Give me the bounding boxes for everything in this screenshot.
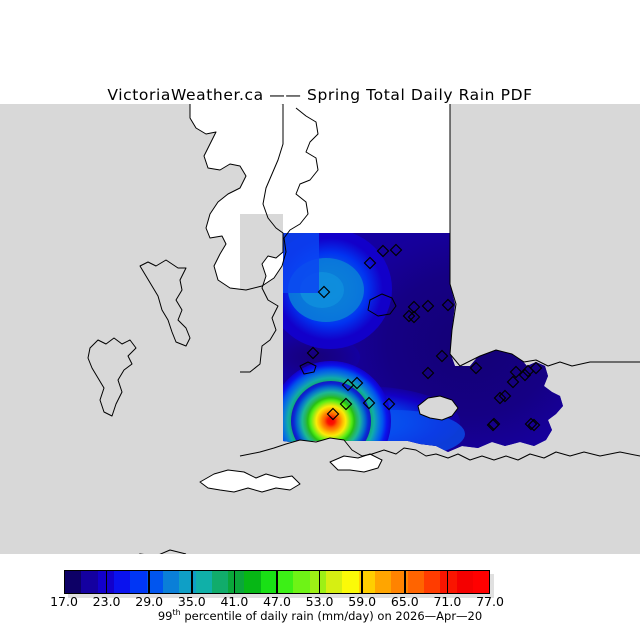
station-marker-diamond[interactable] [326,407,340,421]
colorbar-swatch [358,571,375,593]
colorbar-swatch [81,571,98,593]
station-marker-diamond[interactable] [382,397,396,411]
colorbar-tick-labels: 17.0 23.0 29.0 35.0 41.0 47.0 53.0 59.0 65.0 71.0… [50,594,504,610]
station-marker-diamond[interactable] [339,397,353,411]
station-marker-diamond[interactable] [317,285,331,299]
station-marker-diamond[interactable] [509,365,523,379]
colorbar-swatch [293,571,310,593]
station-marker-diamond[interactable] [529,361,543,375]
colorbar-swatch [211,571,229,593]
colorbar-tick-label: 53.0 [305,594,334,609]
station-markers-layer[interactable] [306,243,543,432]
station-marker-diamond[interactable] [524,417,538,431]
station-marker-diamond[interactable] [421,299,435,313]
colorbar-swatch [195,571,212,593]
colorbar-swatch [472,571,490,593]
colorbar-swatch [326,571,343,593]
land-overlay [240,214,640,554]
station-marker-diamond[interactable] [407,310,421,324]
colorbar-swatch [97,571,114,593]
station-marker-diamond[interactable] [518,368,532,382]
colorbar-swatch [423,571,441,593]
colorbar-swatch [130,571,147,593]
colorbar-swatch [260,571,278,593]
colorbar-swatch [456,571,473,593]
caption-prefix: 99 [157,608,173,623]
colorbar-swatch [179,571,196,593]
map-canvas[interactable] [0,104,640,554]
colorbar-swatch [113,571,131,593]
station-marker-diamond[interactable] [469,361,483,375]
colorbar-caption: 99th percentile of daily rain (mm/day) o… [0,608,640,623]
colorbar-panel: 17.0 23.0 29.0 35.0 41.0 47.0 53.0 59.0 65.0 71.0… [0,560,640,640]
station-marker-diamond[interactable] [407,300,421,314]
station-marker-diamond[interactable] [441,298,455,312]
colorbar-swatch [65,571,82,593]
colorbar-tick-label: 71.0 [433,594,462,609]
page-title: VictoriaWeather.ca —— Spring Total Daily… [107,86,533,104]
caption-suffix: percentile of daily rain (mm/day) on 202… [180,608,483,623]
station-marker-diamond[interactable] [376,244,390,258]
station-marker-diamond[interactable] [362,396,376,410]
colorbar-swatch [391,571,408,593]
colorbar-swatch [146,571,163,593]
colorbar-swatch [228,571,245,593]
station-marker-diamond[interactable] [421,366,435,380]
station-marker-diamond[interactable] [389,243,403,257]
colorbar-tick-label: 65.0 [390,594,419,609]
colorbar-swatch [244,571,261,593]
station-marker-diamond[interactable] [363,256,377,270]
colorbar-swatch [162,571,180,593]
colorbar-tick-label: 47.0 [263,594,291,609]
inland-water-layer [200,454,382,492]
colorbar-tick-label: 23.0 [92,594,121,609]
colorbar[interactable] [64,570,490,594]
colorbar-tick-label: 35.0 [177,594,206,609]
colorbar-tick-label: 17.0 [50,594,78,609]
station-marker-diamond[interactable] [498,389,512,403]
colorbar-swatch [440,571,457,593]
colorbar-swatch [407,571,424,593]
station-marker-diamond[interactable] [350,376,364,390]
station-marker-diamond[interactable] [402,309,416,323]
station-marker-diamond[interactable] [506,375,520,389]
colorbar-swatch [309,571,326,593]
map-panel[interactable] [0,104,640,554]
station-marker-diamond[interactable] [306,346,320,360]
colorbar-swatch [277,571,294,593]
caption-superscript: th [172,608,181,617]
colorbar-tick-label: 41.0 [220,594,249,609]
station-marker-diamond[interactable] [521,364,535,378]
station-marker-diamond[interactable] [493,391,507,405]
colorbar-tick-label: 59.0 [348,594,377,609]
station-marker-diamond[interactable] [527,418,541,432]
colorbar-swatch [374,571,392,593]
coastline-layer [87,104,640,554]
colorbar-swatch [342,571,359,593]
colorbar-tick-label: 29.0 [135,594,164,609]
colorbar-wrap [64,570,494,598]
colorbar-tick-label: 77.0 [476,594,504,609]
station-marker-diamond[interactable] [435,349,449,363]
station-marker-diamond[interactable] [487,417,501,431]
